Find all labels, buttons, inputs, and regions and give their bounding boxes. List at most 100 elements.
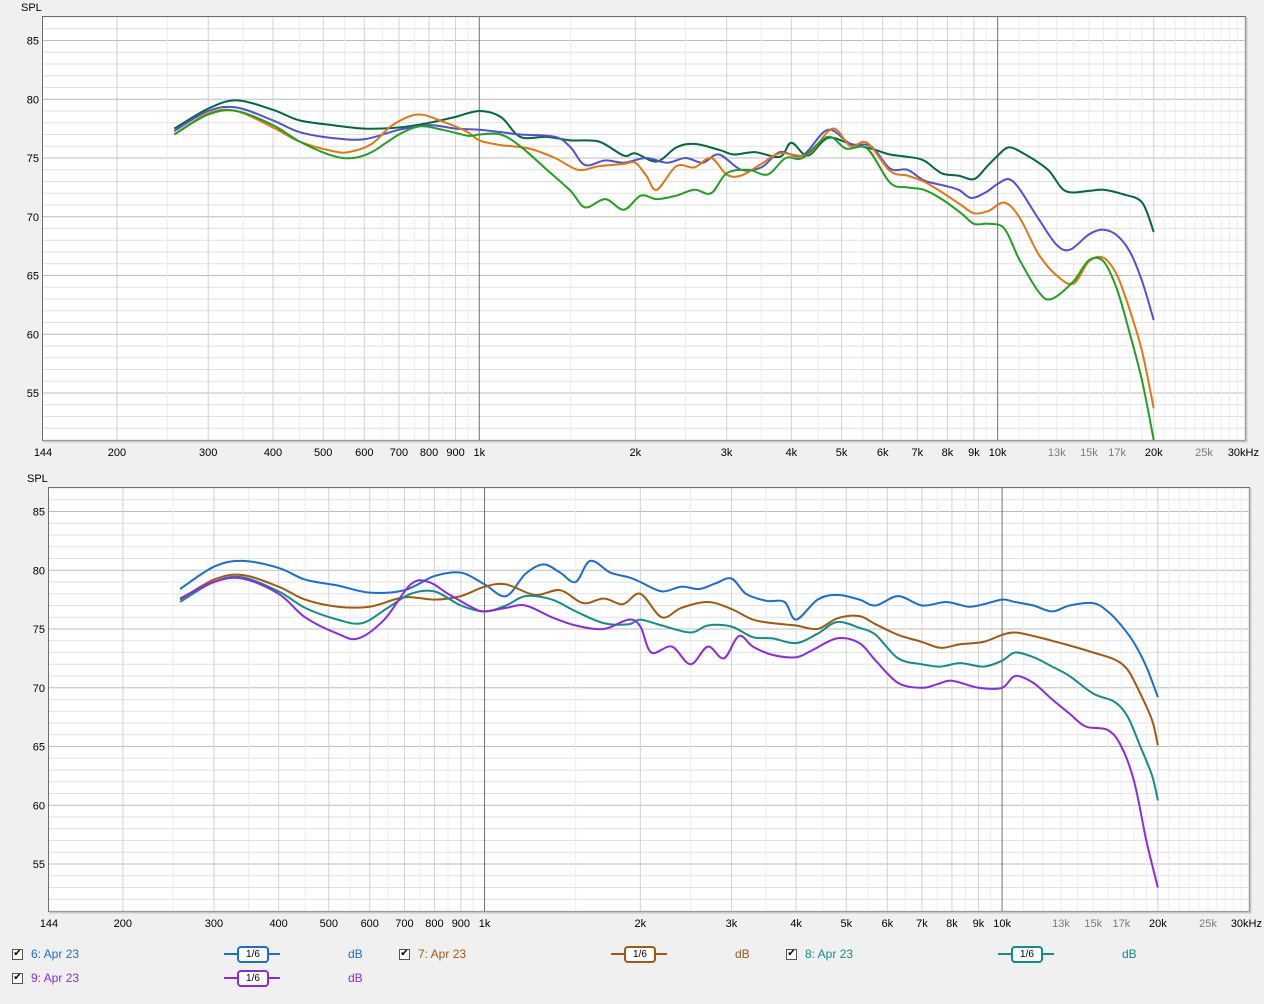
- top-x-tick-label: 200: [108, 447, 126, 459]
- bottom-x-tick-label: 600: [361, 918, 379, 930]
- top-series-line-4: [173, 109, 1155, 440]
- legend-label-9: 9: Apr 23: [31, 971, 80, 985]
- bottom-y-axis-title: SPL: [27, 473, 48, 485]
- bottom-y-tick-label: 75: [33, 624, 45, 636]
- bottom-x-tick-label: 17k: [1112, 918, 1130, 930]
- bottom-x-tick-label: 30kHz: [1231, 918, 1262, 930]
- top-chart: SPL 85 80 75 70 65 60 55 144 200 300 400 500 600 700 80…: [21, 2, 1259, 459]
- top-x-tick-label: 7k: [912, 447, 924, 459]
- bottom-chart: SPL 85 80 75 70 65 60 55 144 200 300 400 500 600 700 80…: [27, 473, 1262, 930]
- bottom-series-line-4: [179, 576, 1159, 888]
- smoothing-control-8[interactable]: 1/6: [998, 944, 1054, 964]
- legend-label-7: 7: Apr 23: [418, 947, 467, 961]
- legend-checkbox-8[interactable]: ✔: [786, 948, 797, 960]
- top-x-tick-label: 8k: [942, 447, 954, 459]
- top-y-tick-label: 75: [27, 153, 39, 165]
- top-x-tick-label: 3k: [721, 447, 733, 459]
- bottom-series-line-2: [179, 573, 1159, 746]
- smoothing-control-9[interactable]: 1/6: [224, 968, 280, 988]
- smoothing-control-6[interactable]: 1/6: [224, 944, 280, 964]
- top-x-tick-label: 5k: [836, 447, 848, 459]
- top-series-line-2: [173, 105, 1155, 321]
- top-x-tick-label: 6k: [877, 447, 889, 459]
- bottom-x-tick-label: 25k: [1199, 918, 1217, 930]
- bottom-y-tick-label: 70: [33, 683, 45, 695]
- top-x-tick-label: 500: [314, 447, 332, 459]
- top-x-tick-label: 900: [446, 447, 464, 459]
- bottom-x-tick-label: 1k: [479, 918, 491, 930]
- bottom-y-tick-label: 65: [33, 742, 45, 754]
- legend-label-8: 8: Apr 23: [805, 947, 854, 961]
- bottom-y-tick-label: 60: [33, 800, 45, 812]
- top-y-tick-label: 55: [27, 388, 39, 400]
- bottom-y-tick-label: 55: [33, 859, 45, 871]
- bottom-x-tick-label: 400: [269, 918, 287, 930]
- top-y-tick-label: 85: [27, 36, 39, 48]
- top-x-tick-label: 10k: [989, 447, 1007, 459]
- smoothing-value-8: 1/6: [1011, 946, 1043, 963]
- smoothing-value-6: 1/6: [237, 946, 269, 963]
- top-x-tick-label: 1k: [473, 447, 485, 459]
- bottom-x-tick-label: 6k: [881, 918, 893, 930]
- top-x-tick-label: 400: [264, 447, 282, 459]
- bottom-x-tick-label: 300: [205, 918, 223, 930]
- legend: ✔ 6: Apr 23 1/6 dB ✔ 7: Apr 23 1/6 dB ✔ …: [0, 940, 1264, 1000]
- bottom-x-tick-label: 20k: [1149, 918, 1167, 930]
- bottom-x-tick-label: 9k: [973, 918, 985, 930]
- top-grid: [43, 17, 1245, 440]
- bottom-x-tick-label: 144: [40, 918, 58, 930]
- top-series-line-1: [173, 99, 1155, 233]
- bottom-x-tick-label: 700: [395, 918, 413, 930]
- top-y-tick-label: 70: [27, 212, 39, 224]
- smoothing-value-9: 1/6: [237, 970, 269, 987]
- top-y-tick-label: 80: [27, 94, 39, 106]
- unit-label-7: dB: [735, 947, 750, 961]
- bottom-x-tick-label: 7k: [916, 918, 928, 930]
- top-y-axis-title: SPL: [21, 2, 42, 14]
- top-y-tick-label: 65: [27, 271, 39, 283]
- bottom-series-line-1: [179, 559, 1159, 698]
- spl-charts: SPL 85 80 75 70 65 60 55 144 200 300 400 500 600 700 80…: [21, 2, 1262, 930]
- legend-item-6[interactable]: ✔ 6: Apr 23: [12, 944, 79, 964]
- smoothing-value-7: 1/6: [624, 946, 656, 963]
- top-x-tick-label: 25k: [1195, 447, 1213, 459]
- bottom-x-tick-label: 8k: [946, 918, 958, 930]
- top-x-tick-label: 2k: [630, 447, 642, 459]
- top-x-tick-label: 600: [355, 447, 373, 459]
- top-x-tick-label: 9k: [968, 447, 980, 459]
- bottom-x-tick-label: 15k: [1084, 918, 1102, 930]
- bottom-x-tick-label: 200: [114, 918, 132, 930]
- bottom-x-tick-label: 500: [320, 918, 338, 930]
- bottom-y-tick-label: 80: [33, 565, 45, 577]
- legend-checkbox-7[interactable]: ✔: [399, 948, 410, 960]
- bottom-x-tick-label: 13k: [1052, 918, 1070, 930]
- top-y-tick-label: 60: [27, 329, 39, 341]
- top-x-tick-label: 300: [199, 447, 217, 459]
- top-x-tick-label: 17k: [1108, 447, 1126, 459]
- legend-item-7[interactable]: ✔ 7: Apr 23: [399, 944, 466, 964]
- unit-label-8: dB: [1122, 947, 1137, 961]
- bottom-x-tick-label: 10k: [993, 918, 1011, 930]
- bottom-x-tick-label: 2k: [635, 918, 647, 930]
- top-x-tick-label: 13k: [1048, 447, 1066, 459]
- legend-checkbox-6[interactable]: ✔: [12, 948, 23, 960]
- legend-item-9[interactable]: ✔ 9: Apr 23: [12, 968, 79, 988]
- bottom-x-tick-label: 900: [452, 918, 470, 930]
- top-x-tick-label: 144: [34, 447, 52, 459]
- unit-label-9: dB: [348, 971, 363, 985]
- top-x-tick-label: 15k: [1080, 447, 1098, 459]
- top-x-tick-label: 700: [390, 447, 408, 459]
- smoothing-control-7[interactable]: 1/6: [611, 944, 667, 964]
- top-x-tick-label: 20k: [1145, 447, 1163, 459]
- bottom-y-tick-label: 85: [33, 507, 45, 519]
- top-x-tick-label: 30kHz: [1228, 447, 1259, 459]
- bottom-x-tick-label: 800: [425, 918, 443, 930]
- top-x-tick-label: 4k: [786, 447, 798, 459]
- bottom-series-group: [179, 559, 1159, 888]
- top-series-group: [173, 99, 1155, 440]
- top-x-tick-label: 800: [420, 447, 438, 459]
- legend-checkbox-9[interactable]: ✔: [12, 972, 23, 984]
- legend-item-8[interactable]: ✔ 8: Apr 23: [786, 944, 853, 964]
- unit-label-6: dB: [348, 947, 363, 961]
- bottom-x-tick-label: 3k: [726, 918, 738, 930]
